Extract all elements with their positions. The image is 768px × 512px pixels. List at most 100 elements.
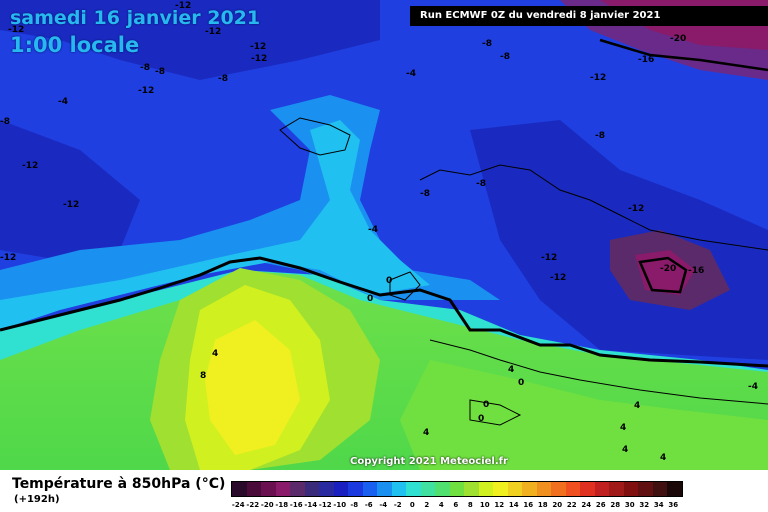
coastline bbox=[419, 164, 768, 251]
legend-tick-label: 8 bbox=[467, 501, 473, 509]
legend-swatch bbox=[507, 482, 522, 496]
legend-swatch bbox=[623, 482, 638, 496]
legend-swatch bbox=[232, 482, 247, 496]
legend-swatch bbox=[391, 482, 406, 496]
isotherm-label: 4 bbox=[634, 401, 640, 411]
coastline bbox=[389, 271, 421, 301]
legend-tick-label: 2 bbox=[424, 501, 430, 509]
legend-swatch bbox=[420, 482, 435, 496]
coastline bbox=[469, 399, 522, 426]
isotherm-label: -8 bbox=[218, 74, 228, 84]
legend-tick-label: 24 bbox=[581, 501, 592, 509]
legend-tick-label: -12 bbox=[318, 501, 332, 509]
isotherm-label: -12 bbox=[175, 1, 191, 11]
legend-tick-label: 12 bbox=[494, 501, 505, 509]
isotherm-label: -12 bbox=[63, 200, 79, 210]
isotherm-labels: -12 -12 -12 -12 -8 -8 -12 -8 -4 -8 -12 -… bbox=[0, 1, 758, 463]
legend-swatch bbox=[304, 482, 319, 496]
isotherm-label: -8 bbox=[420, 189, 430, 199]
isotherm-label: -12 bbox=[550, 273, 566, 283]
legend-tick-label: 14 bbox=[508, 501, 519, 509]
isotherm-label: 0 bbox=[367, 294, 373, 304]
legend-swatch bbox=[246, 482, 261, 496]
forecast-date: samedi 16 janvier 2021 bbox=[10, 7, 261, 29]
isotherm-label: -20 bbox=[670, 34, 686, 44]
legend-title: Température à 850hPa (°C) bbox=[12, 476, 226, 492]
legend-swatch bbox=[319, 482, 334, 496]
isotherm-label: -8 bbox=[140, 63, 150, 73]
temperature-map: -12 -12 -12 -12 -8 -8 -12 -8 -4 -8 -12 -… bbox=[0, 0, 768, 470]
legend-swatch bbox=[609, 482, 624, 496]
legend-swatch bbox=[348, 482, 363, 496]
legend-tick-label: 20 bbox=[552, 501, 563, 509]
legend-swatch bbox=[580, 482, 595, 496]
isotherm-label: -12 bbox=[8, 25, 24, 35]
isotherm-label: -16 bbox=[688, 266, 704, 276]
legend-swatch bbox=[377, 482, 392, 496]
legend-swatch bbox=[333, 482, 348, 496]
isotherm-label: -8 bbox=[0, 117, 10, 127]
isotherm-label: 4 bbox=[508, 365, 514, 375]
isotherm-label: 0 bbox=[518, 378, 524, 388]
isotherm-label: -4 bbox=[368, 225, 378, 235]
legend-tick-label: -18 bbox=[275, 501, 289, 509]
legend-tick-label: 10 bbox=[479, 501, 490, 509]
forecast-time: 1:00 locale bbox=[10, 33, 140, 57]
minus-twenty-contour bbox=[599, 38, 768, 72]
isotherm-label: -12 bbox=[205, 27, 221, 37]
legend-swatch bbox=[449, 482, 464, 496]
legend-tick-label: -4 bbox=[379, 501, 388, 509]
legend-tick-label: -22 bbox=[246, 501, 260, 509]
isotherm-label: -8 bbox=[476, 179, 486, 189]
isotherm-label: -4 bbox=[406, 69, 416, 79]
legend-tick-label: 22 bbox=[566, 501, 577, 509]
isotherm-label: 0 bbox=[478, 414, 484, 424]
legend-swatch bbox=[594, 482, 609, 496]
legend-tick-label: 30 bbox=[624, 501, 635, 509]
legend-tick-label: -20 bbox=[260, 501, 274, 509]
map-canvas: -12 -12 -12 -12 -8 -8 -12 -8 -4 -8 -12 -… bbox=[0, 0, 768, 470]
legend-swatch bbox=[362, 482, 377, 496]
isotherm-label: 0 bbox=[483, 400, 489, 410]
isotherm-label: -8 bbox=[595, 131, 605, 141]
model-run-banner: Run ECMWF 0Z du vendredi 8 janvier 2021 bbox=[410, 6, 768, 26]
legend-tick-label: 34 bbox=[653, 501, 664, 509]
legend-tick-label: 36 bbox=[668, 501, 679, 509]
dark-blue-region bbox=[0, 120, 140, 260]
legend-swatch bbox=[493, 482, 508, 496]
legend-tick-label: -10 bbox=[333, 501, 347, 509]
isotherm-label: -12 bbox=[22, 161, 38, 171]
cyan-tongue bbox=[0, 120, 430, 330]
isotherm-label: -12 bbox=[250, 42, 266, 52]
isotherm-label: -12 bbox=[138, 86, 154, 96]
legend-swatch bbox=[478, 482, 493, 496]
legend-tick-label: 26 bbox=[595, 501, 606, 509]
dark-blue-region bbox=[0, 0, 380, 80]
coastline bbox=[279, 117, 351, 156]
legend-swatch bbox=[551, 482, 566, 496]
copyright-notice: Copyright 2021 Meteociel.fr bbox=[350, 456, 508, 467]
isotherm-label: 4 bbox=[660, 453, 666, 463]
legend-swatch bbox=[536, 482, 551, 496]
coastline bbox=[429, 339, 768, 405]
isotherm-label: 4 bbox=[212, 349, 218, 359]
legend-tick-label: 28 bbox=[610, 501, 621, 509]
legend-swatch bbox=[522, 482, 537, 496]
mediterranean-warm bbox=[400, 360, 768, 470]
legend-swatch bbox=[435, 482, 450, 496]
legend-tick-label: 0 bbox=[409, 501, 415, 509]
isotherm-label: -12 bbox=[541, 253, 557, 263]
legend-tick-label: 16 bbox=[523, 501, 534, 509]
isotherm-label: 0 bbox=[386, 276, 392, 286]
isotherm-label: -4 bbox=[58, 97, 68, 107]
legend-tick-label: -2 bbox=[393, 501, 402, 509]
legend-tick-label: -14 bbox=[304, 501, 318, 509]
legend-swatch bbox=[464, 482, 479, 496]
zero-isotherm bbox=[0, 256, 768, 368]
isotherm-label: 4 bbox=[423, 428, 429, 438]
legend-swatch bbox=[275, 482, 290, 496]
isotherm-label: -12 bbox=[590, 73, 606, 83]
legend-swatch bbox=[652, 482, 667, 496]
minus-twenty-contour bbox=[638, 256, 688, 294]
isotherm-label: -12 bbox=[251, 54, 267, 64]
